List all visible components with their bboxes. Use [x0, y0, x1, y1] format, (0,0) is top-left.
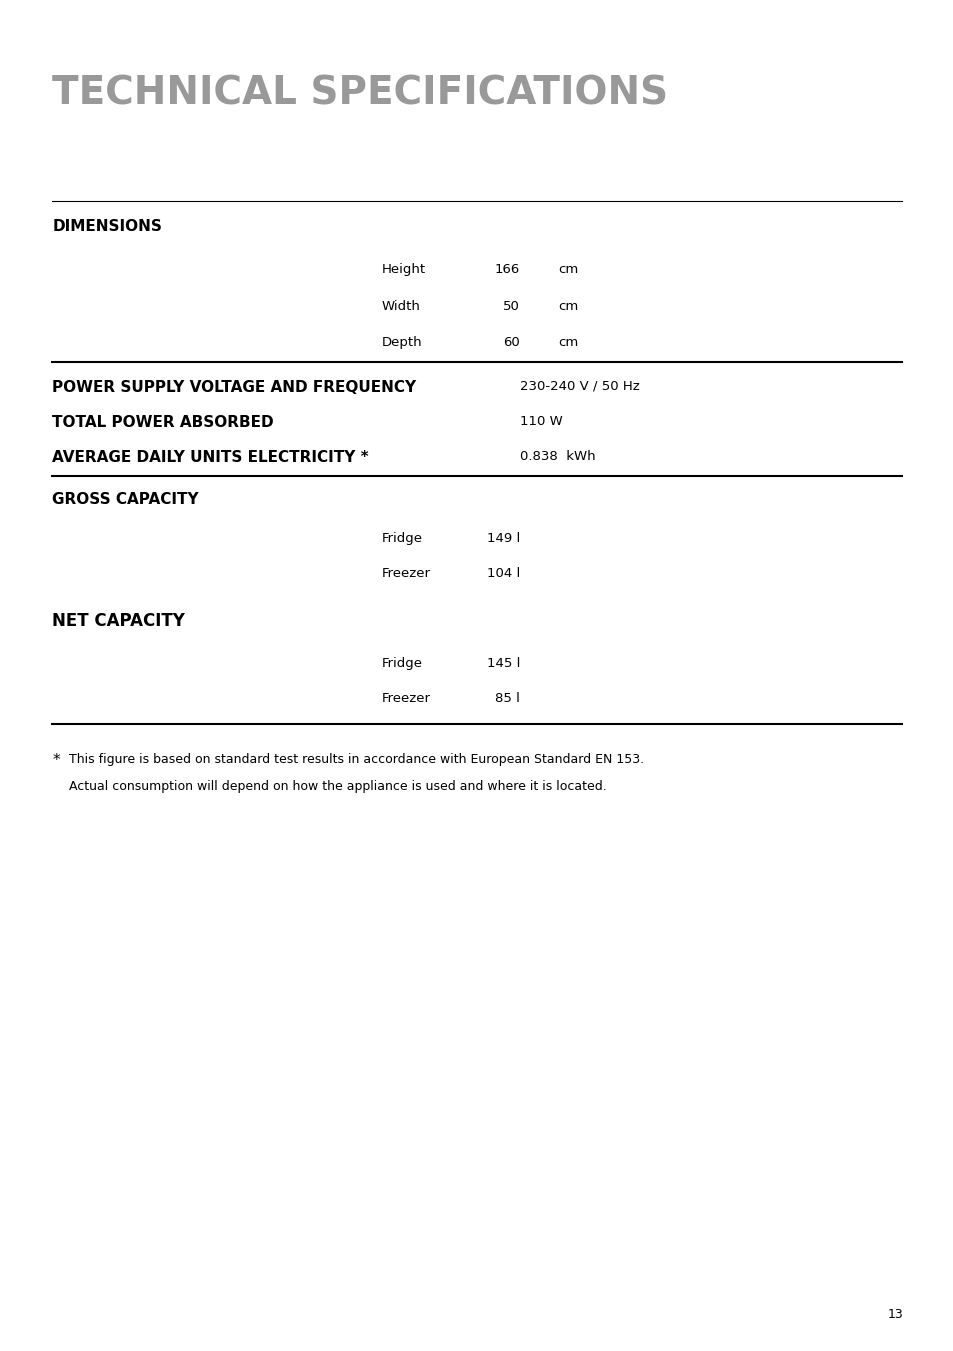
Text: 110 W: 110 W	[519, 415, 562, 428]
Text: 85 l: 85 l	[495, 692, 519, 705]
Text: 230-240 V / 50 Hz: 230-240 V / 50 Hz	[519, 380, 639, 393]
Text: NET CAPACITY: NET CAPACITY	[52, 612, 185, 630]
Text: 149 l: 149 l	[486, 532, 519, 546]
Text: This figure is based on standard test results in accordance with European Standa: This figure is based on standard test re…	[69, 753, 643, 766]
Text: POWER SUPPLY VOLTAGE AND FREQUENCY: POWER SUPPLY VOLTAGE AND FREQUENCY	[52, 380, 416, 394]
Text: 13: 13	[886, 1308, 902, 1321]
Text: *: *	[52, 753, 60, 767]
Text: 0.838  kWh: 0.838 kWh	[519, 450, 595, 463]
Text: TOTAL POWER ABSORBED: TOTAL POWER ABSORBED	[52, 415, 274, 430]
Text: Height: Height	[381, 263, 425, 277]
Text: Width: Width	[381, 300, 420, 313]
Text: cm: cm	[558, 300, 578, 313]
Text: cm: cm	[558, 263, 578, 277]
Text: 145 l: 145 l	[486, 657, 519, 670]
Text: AVERAGE DAILY UNITS ELECTRICITY *: AVERAGE DAILY UNITS ELECTRICITY *	[52, 450, 369, 465]
Text: GROSS CAPACITY: GROSS CAPACITY	[52, 492, 199, 507]
Text: 50: 50	[502, 300, 519, 313]
Text: Fridge: Fridge	[381, 657, 422, 670]
Text: Freezer: Freezer	[381, 567, 430, 581]
Text: Fridge: Fridge	[381, 532, 422, 546]
Text: 104 l: 104 l	[486, 567, 519, 581]
Text: 166: 166	[495, 263, 519, 277]
Text: cm: cm	[558, 336, 578, 350]
Text: TECHNICAL SPECIFICATIONS: TECHNICAL SPECIFICATIONS	[52, 74, 668, 112]
Text: Depth: Depth	[381, 336, 422, 350]
Text: Freezer: Freezer	[381, 692, 430, 705]
Text: Actual consumption will depend on how the appliance is used and where it is loca: Actual consumption will depend on how th…	[69, 780, 606, 793]
Text: 60: 60	[502, 336, 519, 350]
Text: DIMENSIONS: DIMENSIONS	[52, 219, 162, 234]
